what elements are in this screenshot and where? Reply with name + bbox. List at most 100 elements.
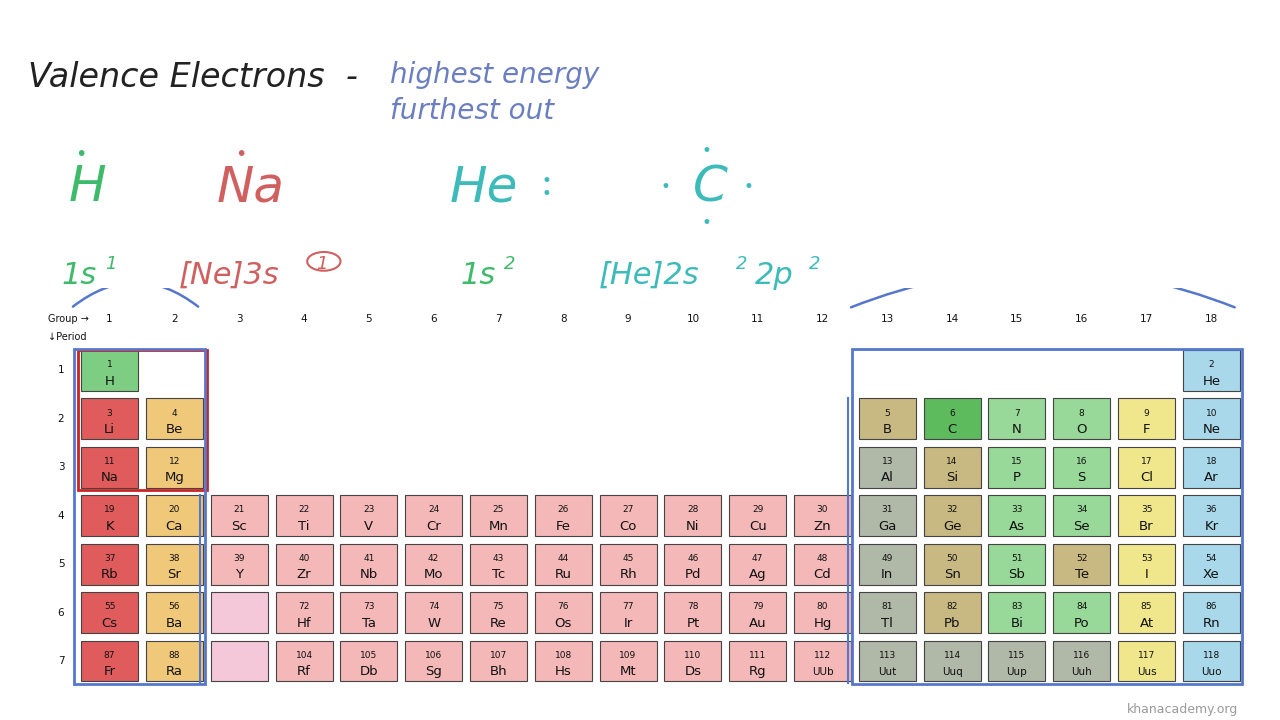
Text: 83: 83: [1011, 603, 1023, 611]
FancyBboxPatch shape: [599, 495, 657, 536]
Text: K: K: [105, 520, 114, 533]
Text: Sn: Sn: [943, 568, 960, 581]
Text: 1: 1: [105, 256, 116, 273]
Text: Pb: Pb: [943, 617, 960, 630]
Text: Br: Br: [1139, 520, 1153, 533]
Text: khanacademy.org: khanacademy.org: [1126, 703, 1238, 716]
Text: Mt: Mt: [620, 665, 636, 678]
Text: 52: 52: [1076, 554, 1088, 563]
Text: Co: Co: [620, 520, 636, 533]
FancyBboxPatch shape: [1183, 350, 1240, 391]
Text: 73: 73: [364, 603, 375, 611]
FancyBboxPatch shape: [1183, 447, 1240, 487]
Text: Si: Si: [946, 472, 959, 485]
Text: Fe: Fe: [556, 520, 571, 533]
Text: Te: Te: [1075, 568, 1089, 581]
Text: 37: 37: [104, 554, 115, 563]
Text: 13: 13: [881, 315, 893, 325]
Text: 34: 34: [1076, 505, 1088, 514]
Text: 19: 19: [104, 505, 115, 514]
FancyBboxPatch shape: [406, 495, 462, 536]
FancyBboxPatch shape: [859, 495, 915, 536]
FancyBboxPatch shape: [470, 544, 527, 585]
Text: 6: 6: [430, 315, 436, 325]
FancyBboxPatch shape: [146, 593, 204, 633]
FancyBboxPatch shape: [988, 641, 1046, 681]
Text: 20: 20: [169, 505, 180, 514]
Text: •: •: [744, 179, 754, 197]
Text: 108: 108: [554, 651, 572, 660]
FancyBboxPatch shape: [406, 593, 462, 633]
Text: 76: 76: [558, 603, 570, 611]
FancyBboxPatch shape: [1053, 641, 1110, 681]
Text: As: As: [1009, 520, 1025, 533]
Text: Fr: Fr: [104, 665, 115, 678]
FancyBboxPatch shape: [470, 495, 527, 536]
Text: 117: 117: [1138, 651, 1155, 660]
Text: •: •: [541, 173, 552, 191]
Text: •: •: [701, 142, 712, 160]
Text: W: W: [428, 617, 440, 630]
Text: Xe: Xe: [1203, 568, 1220, 581]
FancyBboxPatch shape: [599, 641, 657, 681]
FancyBboxPatch shape: [211, 544, 268, 585]
Text: 30: 30: [817, 505, 828, 514]
Text: 1s: 1s: [61, 261, 97, 289]
Text: Db: Db: [360, 665, 378, 678]
Text: Rn: Rn: [1202, 617, 1220, 630]
Text: Re: Re: [490, 617, 507, 630]
Text: 27: 27: [622, 505, 634, 514]
FancyBboxPatch shape: [81, 495, 138, 536]
Text: 38: 38: [169, 554, 180, 563]
Text: 43: 43: [493, 554, 504, 563]
Text: 14: 14: [946, 457, 957, 466]
FancyBboxPatch shape: [1053, 544, 1110, 585]
FancyBboxPatch shape: [988, 593, 1046, 633]
FancyBboxPatch shape: [275, 641, 333, 681]
FancyBboxPatch shape: [730, 641, 786, 681]
Text: Ga: Ga: [878, 520, 896, 533]
Text: •: •: [701, 215, 712, 232]
Text: furthest out: furthest out: [390, 97, 554, 125]
Text: Nb: Nb: [360, 568, 378, 581]
Text: 48: 48: [817, 554, 828, 563]
Text: UUb: UUb: [812, 667, 833, 677]
Text: 16: 16: [1076, 457, 1088, 466]
Text: 10: 10: [686, 315, 699, 325]
Text: 75: 75: [493, 603, 504, 611]
FancyBboxPatch shape: [1183, 641, 1240, 681]
FancyBboxPatch shape: [1117, 495, 1175, 536]
Text: Ir: Ir: [623, 617, 632, 630]
Text: C: C: [947, 423, 956, 436]
Text: 114: 114: [943, 651, 961, 660]
FancyBboxPatch shape: [1183, 398, 1240, 439]
Text: 1: 1: [106, 315, 113, 325]
Text: Sg: Sg: [425, 665, 442, 678]
Text: 7: 7: [58, 656, 64, 666]
Text: 79: 79: [751, 603, 763, 611]
Text: Mo: Mo: [424, 568, 443, 581]
FancyBboxPatch shape: [535, 641, 591, 681]
Text: Kr: Kr: [1204, 520, 1219, 533]
Text: Ra: Ra: [166, 665, 183, 678]
Text: 2: 2: [172, 315, 178, 325]
Text: Hf: Hf: [297, 617, 311, 630]
Text: 4: 4: [301, 315, 307, 325]
Text: I: I: [1144, 568, 1148, 581]
FancyBboxPatch shape: [470, 641, 527, 681]
FancyBboxPatch shape: [794, 495, 851, 536]
Text: Uuq: Uuq: [942, 667, 963, 677]
Text: 21: 21: [233, 505, 244, 514]
Text: B: B: [883, 423, 892, 436]
Text: 2: 2: [809, 256, 820, 273]
Text: 115: 115: [1009, 651, 1025, 660]
Text: 53: 53: [1140, 554, 1152, 563]
FancyBboxPatch shape: [81, 447, 138, 487]
FancyBboxPatch shape: [859, 544, 915, 585]
Text: Y: Y: [236, 568, 243, 581]
Text: 118: 118: [1203, 651, 1220, 660]
Text: 56: 56: [169, 603, 180, 611]
Text: 8: 8: [559, 315, 567, 325]
FancyBboxPatch shape: [1117, 544, 1175, 585]
Text: 84: 84: [1076, 603, 1088, 611]
